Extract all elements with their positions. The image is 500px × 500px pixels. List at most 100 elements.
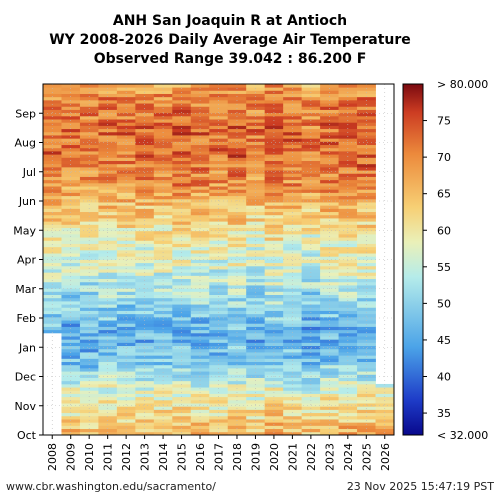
heatmap-cell (246, 131, 266, 136)
heatmap-cell (209, 383, 229, 388)
heatmap-cell (246, 313, 266, 318)
heatmap-cell (135, 265, 155, 270)
heatmap-cell (246, 205, 266, 209)
y-tick-label-mar: Mar (15, 283, 36, 296)
heatmap-cell (190, 109, 210, 114)
heatmap-cell (264, 147, 284, 152)
heatmap-cell (79, 425, 99, 430)
heatmap-cell (209, 355, 229, 359)
heatmap-cell (283, 125, 303, 130)
heatmap-cell (79, 224, 99, 228)
x-tick-label-2012: 2012 (120, 443, 133, 471)
heatmap-cell (227, 265, 247, 270)
heatmap-cell (209, 316, 229, 321)
heatmap-cell (357, 281, 376, 286)
heatmap-cell (61, 415, 81, 420)
heatmap-cell (283, 154, 303, 158)
heatmap-cell (153, 195, 173, 200)
heatmap-cell (116, 259, 136, 264)
heatmap-cell (283, 431, 303, 436)
heatmap-cell (246, 202, 266, 206)
heatmap-cell (116, 147, 136, 152)
heatmap-cell (320, 377, 339, 382)
heatmap-cell (320, 355, 339, 359)
heatmap-cell (338, 361, 358, 366)
heatmap-cell (190, 297, 210, 302)
heatmap-cell (172, 186, 192, 190)
heatmap-cell (153, 128, 173, 133)
y-tick-label-jun: Jun (18, 195, 36, 208)
heatmap-cell (227, 288, 247, 292)
heatmap-cell (135, 131, 155, 136)
heatmap-cell (153, 332, 173, 337)
heatmap-cell (338, 323, 358, 327)
heatmap-cell (320, 364, 339, 369)
heatmap-cell (135, 240, 155, 244)
heatmap-cell (283, 109, 303, 114)
heatmap-cell (320, 348, 339, 353)
heatmap-cell (43, 202, 62, 206)
heatmap-cell (61, 288, 81, 292)
heatmap-cell (172, 288, 192, 292)
heatmap-cell (357, 265, 376, 270)
heatmap-cell (135, 313, 155, 318)
heatmap-cell (61, 320, 81, 324)
heatmap-cell (190, 243, 210, 248)
heatmap-cell (153, 115, 173, 120)
heatmap-cell (227, 211, 247, 216)
heatmap-cell (320, 367, 339, 372)
heatmap-cell (338, 179, 358, 184)
heatmap-cell (116, 115, 136, 120)
heatmap-cell (153, 176, 173, 181)
heatmap-cell (79, 173, 99, 177)
heatmap-cell (79, 383, 99, 388)
heatmap-cell (61, 218, 81, 222)
heatmap-cell (227, 221, 247, 225)
heatmap-cell (135, 383, 155, 388)
heatmap-cell (98, 202, 118, 206)
heatmap-cell (264, 393, 284, 398)
heatmap-cell (190, 399, 210, 404)
heatmap-cell (172, 128, 192, 133)
heatmap-cell (79, 125, 99, 130)
heatmap-cell (98, 383, 118, 388)
heatmap-cell (264, 348, 284, 353)
heatmap-cell (61, 112, 81, 117)
heatmap-cell (116, 233, 136, 238)
heatmap-cell (190, 259, 210, 264)
heatmap-cell (153, 157, 173, 161)
heatmap-cell (227, 285, 247, 289)
heatmap-cell (79, 205, 99, 209)
heatmap-cell (357, 396, 376, 401)
heatmap-cell (246, 291, 266, 295)
heatmap-cell (172, 84, 192, 88)
heatmap-cell (227, 202, 247, 206)
heatmap-cell (246, 176, 266, 181)
heatmap-cell (61, 361, 81, 366)
heatmap-cell (283, 336, 303, 340)
heatmap-cell (61, 186, 81, 190)
heatmap-cell (320, 233, 339, 238)
heatmap-cell (116, 428, 136, 433)
heatmap-cell (357, 307, 376, 311)
heatmap-cell (246, 99, 266, 104)
heatmap-cell (357, 393, 376, 398)
heatmap-cell (227, 380, 247, 385)
heatmap-cell (301, 112, 321, 117)
heatmap-cell (190, 355, 210, 359)
heatmap-cell (283, 208, 303, 213)
heatmap-cell (320, 393, 339, 398)
heatmap-cell (116, 224, 136, 228)
heatmap-cell (190, 205, 210, 209)
heatmap-cell (264, 425, 284, 430)
heatmap-cell (320, 275, 339, 280)
heatmap-cell (135, 281, 155, 286)
heatmap-cell (172, 332, 192, 337)
heatmap-cell (153, 131, 173, 136)
heatmap-cell (320, 205, 339, 209)
heatmap-cell (283, 412, 303, 417)
heatmap-cell (227, 329, 247, 334)
heatmap-cell (153, 224, 173, 228)
heatmap-cell (246, 179, 266, 184)
heatmap-cell (320, 237, 339, 241)
